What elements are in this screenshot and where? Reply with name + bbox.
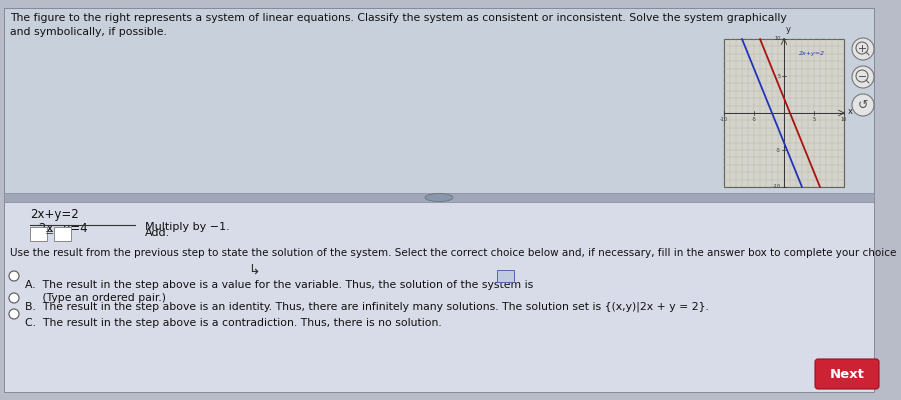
Text: and symbolically, if possible.: and symbolically, if possible. [10, 27, 167, 37]
FancyBboxPatch shape [724, 39, 844, 187]
Text: 10: 10 [841, 117, 847, 122]
Text: −2x−y=4: −2x−y=4 [30, 222, 88, 235]
Text: C.  The result in the step above is a contradiction. Thus, there is no solution.: C. The result in the step above is a con… [25, 318, 441, 328]
Text: x: x [848, 108, 853, 116]
Text: -10: -10 [773, 184, 781, 190]
FancyBboxPatch shape [30, 226, 47, 240]
Text: ↳: ↳ [248, 264, 259, 278]
Text: -10: -10 [720, 117, 728, 122]
Text: Use the result from the previous step to state the solution of the system. Selec: Use the result from the previous step to… [10, 248, 896, 258]
Text: Multiply by −1.: Multiply by −1. [145, 222, 230, 232]
Text: y: y [786, 25, 791, 34]
Text: 2x+y=2: 2x+y=2 [30, 208, 78, 221]
Circle shape [852, 66, 874, 88]
Text: Add.: Add. [145, 228, 170, 238]
Text: 5: 5 [813, 117, 815, 122]
Text: -5: -5 [776, 148, 781, 152]
FancyBboxPatch shape [4, 8, 874, 195]
Circle shape [9, 309, 19, 319]
Text: 2x+y=2: 2x+y=2 [799, 51, 825, 56]
Text: 10: 10 [775, 36, 781, 42]
Text: (Type an ordered pair.): (Type an ordered pair.) [25, 293, 166, 303]
FancyBboxPatch shape [4, 198, 874, 392]
FancyBboxPatch shape [815, 359, 879, 389]
Text: 5: 5 [778, 74, 781, 78]
FancyBboxPatch shape [53, 226, 70, 240]
Circle shape [9, 271, 19, 281]
FancyBboxPatch shape [4, 193, 874, 202]
Text: B.  The result in the step above is an identity. Thus, there are infinitely many: B. The result in the step above is an id… [25, 302, 709, 312]
Text: Next: Next [830, 368, 864, 380]
Circle shape [852, 38, 874, 60]
Text: A.  The result in the step above is a value for the variable. Thus, the solution: A. The result in the step above is a val… [25, 280, 533, 290]
Text: The figure to the right represents a system of linear equations. Classify the sy: The figure to the right represents a sys… [10, 13, 787, 23]
FancyBboxPatch shape [496, 270, 514, 282]
Ellipse shape [425, 194, 453, 202]
Circle shape [852, 94, 874, 116]
Text: =: = [45, 228, 55, 238]
Text: -5: -5 [751, 117, 757, 122]
Text: ↺: ↺ [858, 98, 869, 112]
Circle shape [9, 293, 19, 303]
